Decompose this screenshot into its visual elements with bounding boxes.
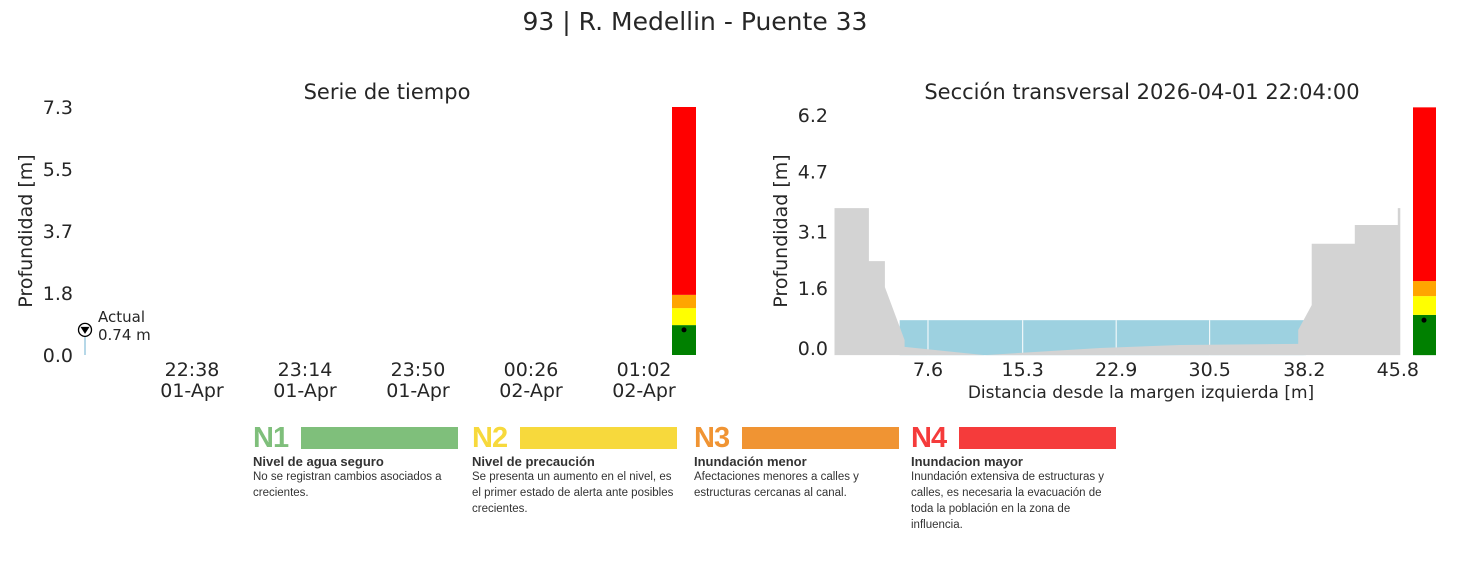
y-tick-label: 0.0	[43, 345, 73, 367]
y-axis-label: Profundidad [m]	[770, 154, 792, 307]
y-axis-label: Profundidad [m]	[15, 154, 37, 307]
cross-section-chart: Sección transversal 2026-04-01 22:04:00 P…	[770, 80, 1436, 403]
y-tick-label: 4.7	[798, 161, 828, 183]
charts: 93 | R. Medellin - Puente 33 Serie de ti…	[15, 7, 1436, 403]
level-description: Inundación extensiva de estructuras y ca…	[911, 471, 1105, 531]
legend-item-n2: N2 Nivel de precaución Se presenta un aume…	[472, 421, 677, 517]
current-level-dot	[681, 327, 687, 333]
level-code: N2	[472, 421, 508, 454]
x-tick-date: 02-Apr	[612, 380, 676, 402]
level-code: N3	[694, 421, 730, 454]
level-color-bar	[520, 427, 677, 449]
y-tick-label: 1.8	[43, 283, 73, 305]
chart-title: Serie de tiempo	[304, 80, 471, 104]
x-tick-time: 01:02	[617, 359, 672, 381]
y-tick-label: 6.2	[798, 105, 828, 127]
x-axis-label: Distancia desde la margen izquierda [m]	[968, 383, 1314, 403]
x-tick-label: 30.5	[1188, 359, 1230, 381]
time-series-chart: Serie de tiempo Profundidad [m] 0.0 1.8 3.7 5…	[15, 80, 696, 402]
x-tick-label: 38.2	[1283, 359, 1325, 381]
x-tick-label: 7.6	[913, 359, 943, 381]
level-title: Inundacion mayor	[911, 454, 1023, 469]
level-title: Nivel de agua seguro	[253, 454, 384, 469]
legend-item-n1: N1 Nivel de agua seguro No se registran ca…	[253, 421, 458, 501]
level-title: Nivel de precaución	[472, 454, 595, 469]
level-color-bar	[301, 427, 458, 449]
level-band-n1	[1413, 314, 1436, 356]
x-tick-date: 02-Apr	[499, 380, 563, 402]
y-tick-label: 3.7	[43, 221, 73, 243]
level-description: Se presenta un aumento en el nivel, es e…	[472, 471, 674, 515]
y-tick-label: 5.5	[43, 159, 73, 181]
level-description: No se registran cambios asociados a crec…	[253, 471, 442, 499]
x-tick-date: 01-Apr	[160, 380, 224, 402]
legend-header: N2	[472, 421, 677, 454]
y-tick-label: 0.0	[798, 338, 828, 360]
level-color-bar	[742, 427, 899, 449]
level-description: Afectaciones menores a calles y estructu…	[694, 471, 859, 499]
x-tick-label: 15.3	[1002, 359, 1044, 381]
level-band-n3	[672, 294, 696, 309]
x-tick-time: 22:38	[165, 359, 220, 381]
level-title: Inundación menor	[694, 454, 807, 469]
chart-title: Sección transversal 2026-04-01 22:04:00	[924, 80, 1359, 104]
level-code: N1	[253, 421, 289, 454]
legend-item-n4: N4 Inundacion mayor Inundación extensiva d…	[911, 421, 1116, 533]
legend-item-n3: N3 Inundación menor Afectaciones menores a…	[694, 421, 899, 501]
legend-header: N1	[253, 421, 458, 454]
legend-header: N3	[694, 421, 899, 454]
level-band-n2	[672, 308, 696, 326]
level-band-n4	[1413, 107, 1436, 282]
level-band-n4	[672, 107, 696, 295]
legend-header: N4	[911, 421, 1116, 454]
level-code: N4	[911, 421, 947, 454]
x-tick-time: 23:14	[278, 359, 333, 381]
down-triangle-icon	[80, 326, 90, 334]
current-value-label: 0.74 m	[98, 326, 151, 344]
y-tick-label: 3.1	[798, 221, 828, 243]
current-level-dot	[1421, 317, 1427, 323]
level-band-n2	[1413, 296, 1436, 315]
level-band-n3	[1413, 281, 1436, 297]
y-tick-label: 1.6	[798, 278, 828, 300]
current-label: Actual	[98, 308, 145, 326]
ground-profile	[834, 208, 1401, 356]
main-title: 93 | R. Medellin - Puente 33	[523, 7, 868, 36]
x-tick-date: 01-Apr	[273, 380, 337, 402]
x-tick-label: 45.8	[1377, 359, 1419, 381]
y-tick-label: 7.3	[43, 97, 73, 119]
x-tick-time: 23:50	[391, 359, 446, 381]
x-tick-date: 01-Apr	[386, 380, 450, 402]
x-tick-time: 00:26	[504, 359, 559, 381]
level-color-bar	[959, 427, 1116, 449]
x-tick-label: 22.9	[1095, 359, 1137, 381]
